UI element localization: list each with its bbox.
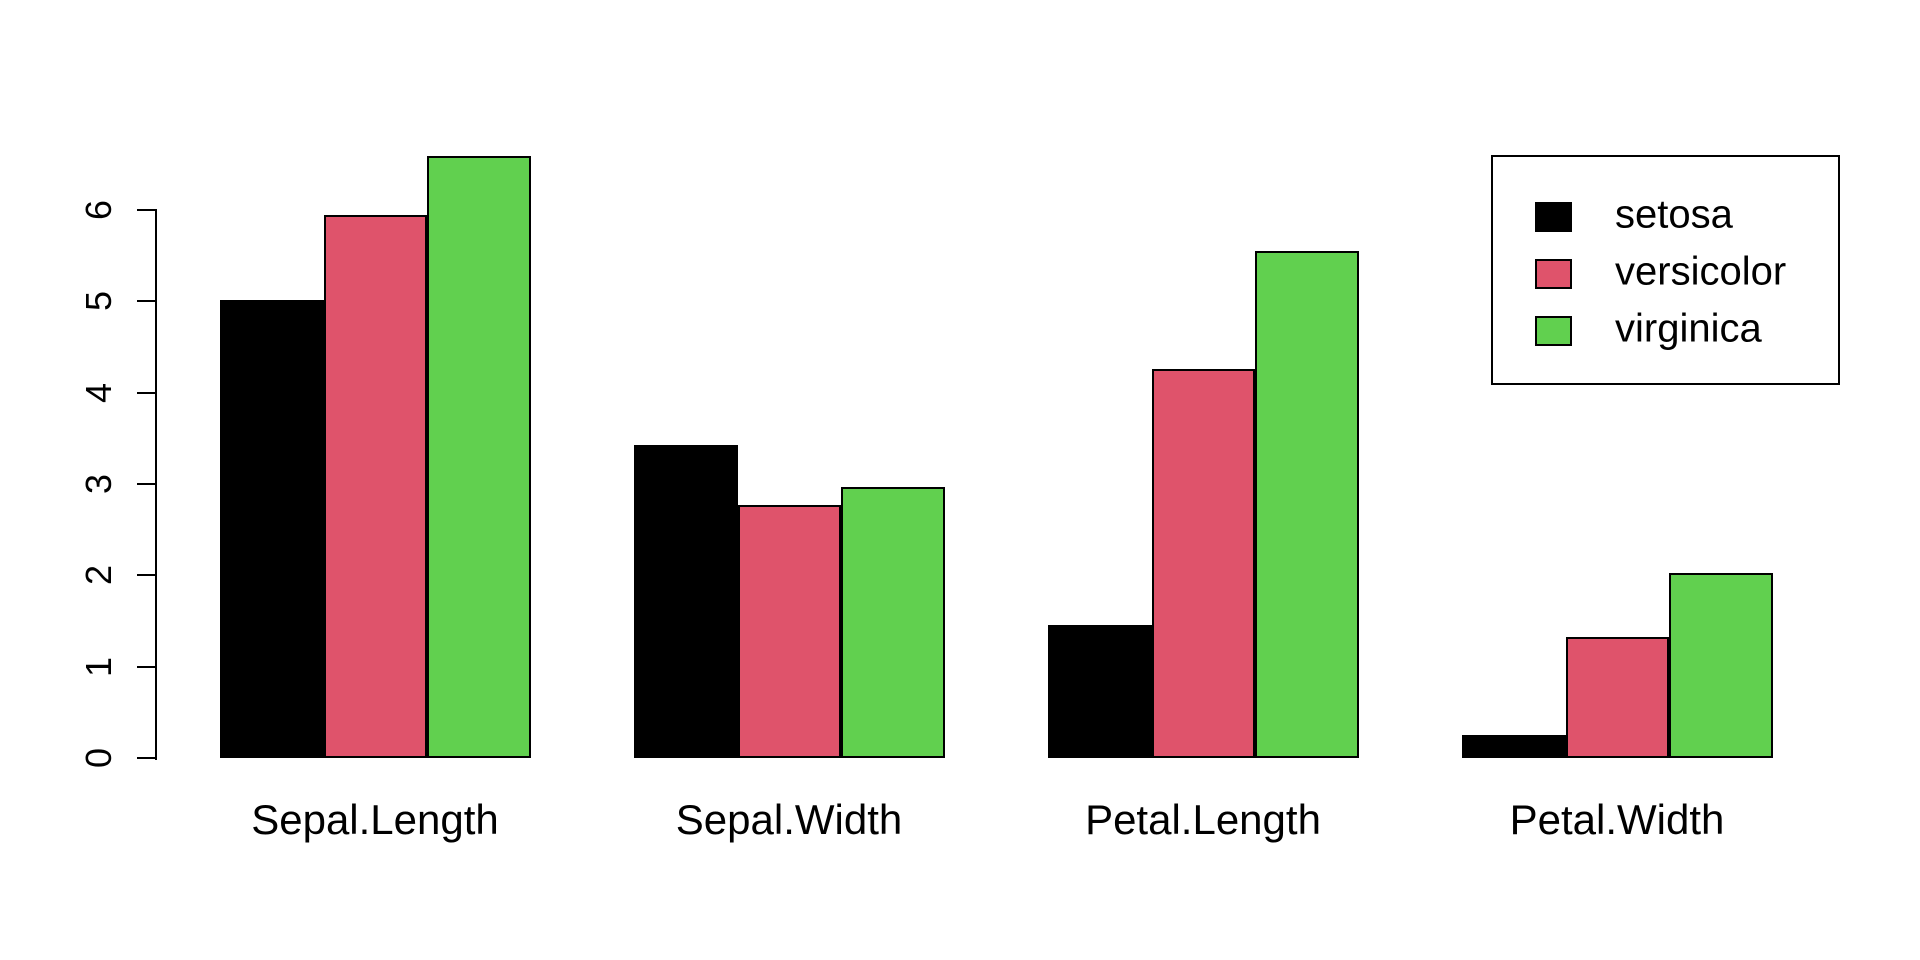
bar-virginica-sepal-length bbox=[427, 156, 531, 758]
bar-versicolor-petal-width bbox=[1565, 636, 1669, 758]
legend-box: setosa versicolor virginica bbox=[1491, 155, 1840, 385]
legend-label-virginica: virginica bbox=[1615, 306, 1762, 351]
y-axis-tick-label: 3 bbox=[78, 473, 119, 494]
bar-versicolor-sepal-width bbox=[737, 504, 841, 758]
legend-swatch-virginica bbox=[1535, 316, 1572, 346]
y-axis-tick-label: 1 bbox=[78, 656, 119, 677]
bar-setosa-petal-width bbox=[1462, 735, 1566, 758]
x-label-sepal-width: Sepal.Width bbox=[675, 796, 903, 843]
legend-label-versicolor: versicolor bbox=[1615, 249, 1787, 294]
bar-setosa-sepal-width bbox=[634, 444, 738, 758]
legend-item-virginica: virginica bbox=[1493, 307, 1838, 351]
bar-versicolor-sepal-length bbox=[323, 215, 427, 758]
bar-virginica-petal-width bbox=[1669, 572, 1773, 758]
bar-setosa-petal-length bbox=[1048, 624, 1152, 758]
y-axis-tick bbox=[137, 574, 157, 577]
y-axis-tick-label: 6 bbox=[78, 199, 119, 220]
bar-versicolor-petal-length bbox=[1151, 368, 1255, 758]
y-axis-tick bbox=[137, 757, 157, 759]
legend-item-setosa: setosa bbox=[1493, 193, 1838, 237]
x-label-sepal-length: Sepal.Length bbox=[251, 796, 499, 843]
y-axis-tick bbox=[137, 665, 157, 668]
y-axis-tick-label: 4 bbox=[78, 382, 119, 403]
x-label-petal-length: Petal.Length bbox=[1085, 796, 1321, 843]
y-axis-tick-label: 5 bbox=[78, 291, 119, 312]
legend-item-versicolor: versicolor bbox=[1493, 250, 1838, 294]
legend-label-setosa: setosa bbox=[1615, 192, 1733, 237]
legend-swatch-versicolor bbox=[1535, 259, 1572, 289]
bar-setosa-sepal-length bbox=[220, 300, 324, 758]
y-axis-tick-label: 2 bbox=[78, 565, 119, 586]
legend-swatch-setosa bbox=[1535, 202, 1572, 232]
y-axis-tick bbox=[137, 300, 157, 303]
x-label-petal-width: Petal.Width bbox=[1509, 796, 1725, 843]
bar-virginica-petal-length bbox=[1255, 251, 1359, 758]
y-axis-tick bbox=[137, 391, 157, 394]
y-axis-tick-label: 0 bbox=[78, 747, 119, 769]
y-axis-tick bbox=[137, 482, 157, 485]
bar-virginica-sepal-width bbox=[841, 486, 945, 758]
y-axis-tick bbox=[137, 208, 157, 211]
